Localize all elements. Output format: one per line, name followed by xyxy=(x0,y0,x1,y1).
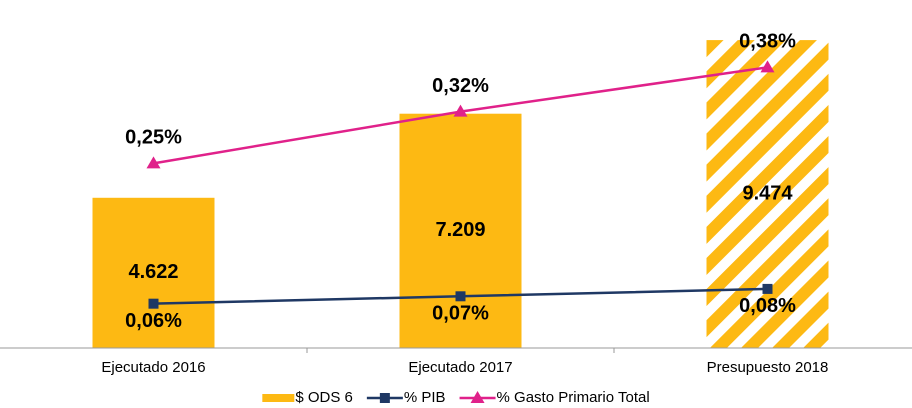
legend-marker xyxy=(379,393,390,403)
data-label: 0,06% xyxy=(125,310,182,332)
data-label: 7.209 xyxy=(435,219,485,241)
data-label: 4.622 xyxy=(128,261,178,283)
data-label: 0,25% xyxy=(125,127,182,149)
data-label: 0,07% xyxy=(432,303,489,325)
legend-marker xyxy=(470,391,485,403)
line-marker xyxy=(146,156,161,169)
legend-label: $ ODS 6 xyxy=(295,389,353,406)
x-tick-label: Presupuesto 2018 xyxy=(707,359,829,376)
line-marker xyxy=(148,298,159,309)
line-marker xyxy=(453,104,468,117)
bar xyxy=(706,40,829,348)
data-label: 0,32% xyxy=(432,75,489,97)
data-label: 9.474 xyxy=(742,182,793,204)
line-marker xyxy=(455,291,466,302)
legend-label: % PIB xyxy=(404,389,446,406)
data-label: 0,38% xyxy=(739,31,796,53)
legend-swatch xyxy=(262,394,295,402)
legend-label: % Gasto Primario Total xyxy=(497,389,650,406)
bar xyxy=(399,113,522,349)
legend: $ ODS 6 % PIB % Gasto Primario Total xyxy=(262,389,650,406)
x-tick-label: Ejecutado 2017 xyxy=(408,359,512,376)
line-marker xyxy=(762,283,773,294)
x-tick-label: Ejecutado 2016 xyxy=(101,359,205,376)
data-label: 0,08% xyxy=(739,295,796,317)
line-marker xyxy=(760,60,775,73)
bar xyxy=(92,197,215,348)
